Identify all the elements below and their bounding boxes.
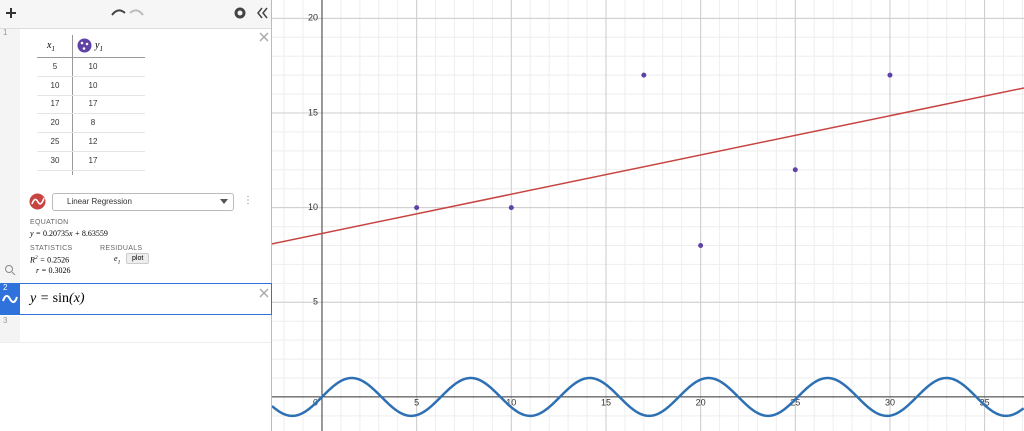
row-number: 2 <box>3 283 8 292</box>
data-point <box>508 205 514 211</box>
table-cell[interactable]: 10 <box>88 62 98 71</box>
expression-text: y = sin(x) <box>30 291 85 306</box>
undo-button[interactable] <box>111 9 126 16</box>
table-cell[interactable]: 5 <box>52 62 58 71</box>
y-tick-label: 10 <box>308 202 318 212</box>
regression-equation: y = 0.20735x + 8.63559 <box>30 229 108 238</box>
delete-button[interactable] <box>258 31 270 43</box>
row-line <box>37 94 145 96</box>
x-tick-label: 30 <box>885 397 895 407</box>
table-cell[interactable]: 20 <box>50 118 60 128</box>
x-tick-label: 35 <box>980 397 990 407</box>
redo-button[interactable] <box>129 9 144 16</box>
residual-variable: e1 <box>114 254 121 266</box>
table-cell[interactable]: 12 <box>88 136 98 146</box>
table-cell[interactable]: 10 <box>88 80 98 90</box>
row-gutter <box>0 316 20 342</box>
r-value: r = 0.3026 <box>36 266 71 275</box>
settings-button[interactable] <box>234 7 246 19</box>
data-point <box>414 205 420 211</box>
function-curve <box>272 376 1024 418</box>
table-column-line <box>72 35 73 175</box>
row-divider <box>0 342 271 343</box>
table-header: x1 <box>47 40 55 53</box>
table-cell[interactable]: 25 <box>50 136 60 146</box>
point-style-icon[interactable] <box>77 38 92 53</box>
table-cell[interactable]: 17 <box>88 99 98 109</box>
residuals-label: RESIDUALS <box>100 245 143 252</box>
data-point <box>641 72 647 78</box>
data-point <box>792 167 798 173</box>
curve-icon <box>2 295 18 303</box>
row-number: 3 <box>3 316 8 325</box>
table-header: y1 <box>95 40 103 53</box>
table-cell[interactable]: 8 <box>90 118 96 128</box>
add-button[interactable] <box>6 8 16 18</box>
delete-button[interactable] <box>258 287 270 299</box>
table-cell[interactable]: 30 <box>50 155 60 165</box>
table-cell[interactable]: 17 <box>88 155 98 165</box>
row-line <box>37 150 145 152</box>
row-line <box>37 169 145 171</box>
x-tick-label: 10 <box>506 397 516 407</box>
plot-button[interactable]: plot <box>126 253 150 264</box>
r-squared: R2 = 0.2526 <box>30 255 70 265</box>
row-line <box>37 132 145 134</box>
data-point <box>887 72 893 78</box>
zoom-icon[interactable] <box>4 264 16 276</box>
expression-panel: 1 x1 y1 5 10 10 10 17 17 20 8 25 12 30 17 Linear Re… <box>0 0 272 431</box>
regression-model: Linear Regression <box>67 197 132 206</box>
x-tick-label: 15 <box>601 397 611 407</box>
toolbar <box>0 0 271 29</box>
more-menu[interactable]: ⋮ <box>243 195 253 206</box>
equation-label: EQUATION <box>30 219 69 226</box>
y-tick-label: 20 <box>308 13 318 23</box>
regression-line <box>272 87 1024 245</box>
data-point <box>698 243 704 249</box>
collapse-button[interactable] <box>257 7 268 19</box>
row-gutter <box>0 29 20 284</box>
y-tick-label: 5 <box>313 297 318 307</box>
regression-dropdown[interactable]: Linear Regression <box>52 193 234 211</box>
row-line <box>37 76 145 77</box>
table-header-line <box>37 57 145 58</box>
x-tick-label: 20 <box>696 397 706 407</box>
x-tick-label: 25 <box>790 397 800 407</box>
statistics-label: STATISTICS <box>30 245 73 252</box>
row-line <box>37 113 145 115</box>
toolbar-icons <box>6 7 268 19</box>
table-cell[interactable]: 17 <box>50 99 60 109</box>
x-tick-label: 5 <box>414 397 419 407</box>
regression-icon <box>29 193 46 210</box>
y-tick-label: 15 <box>308 107 318 117</box>
table-cell[interactable]: 10 <box>50 80 60 90</box>
row-number: 1 <box>3 28 8 37</box>
